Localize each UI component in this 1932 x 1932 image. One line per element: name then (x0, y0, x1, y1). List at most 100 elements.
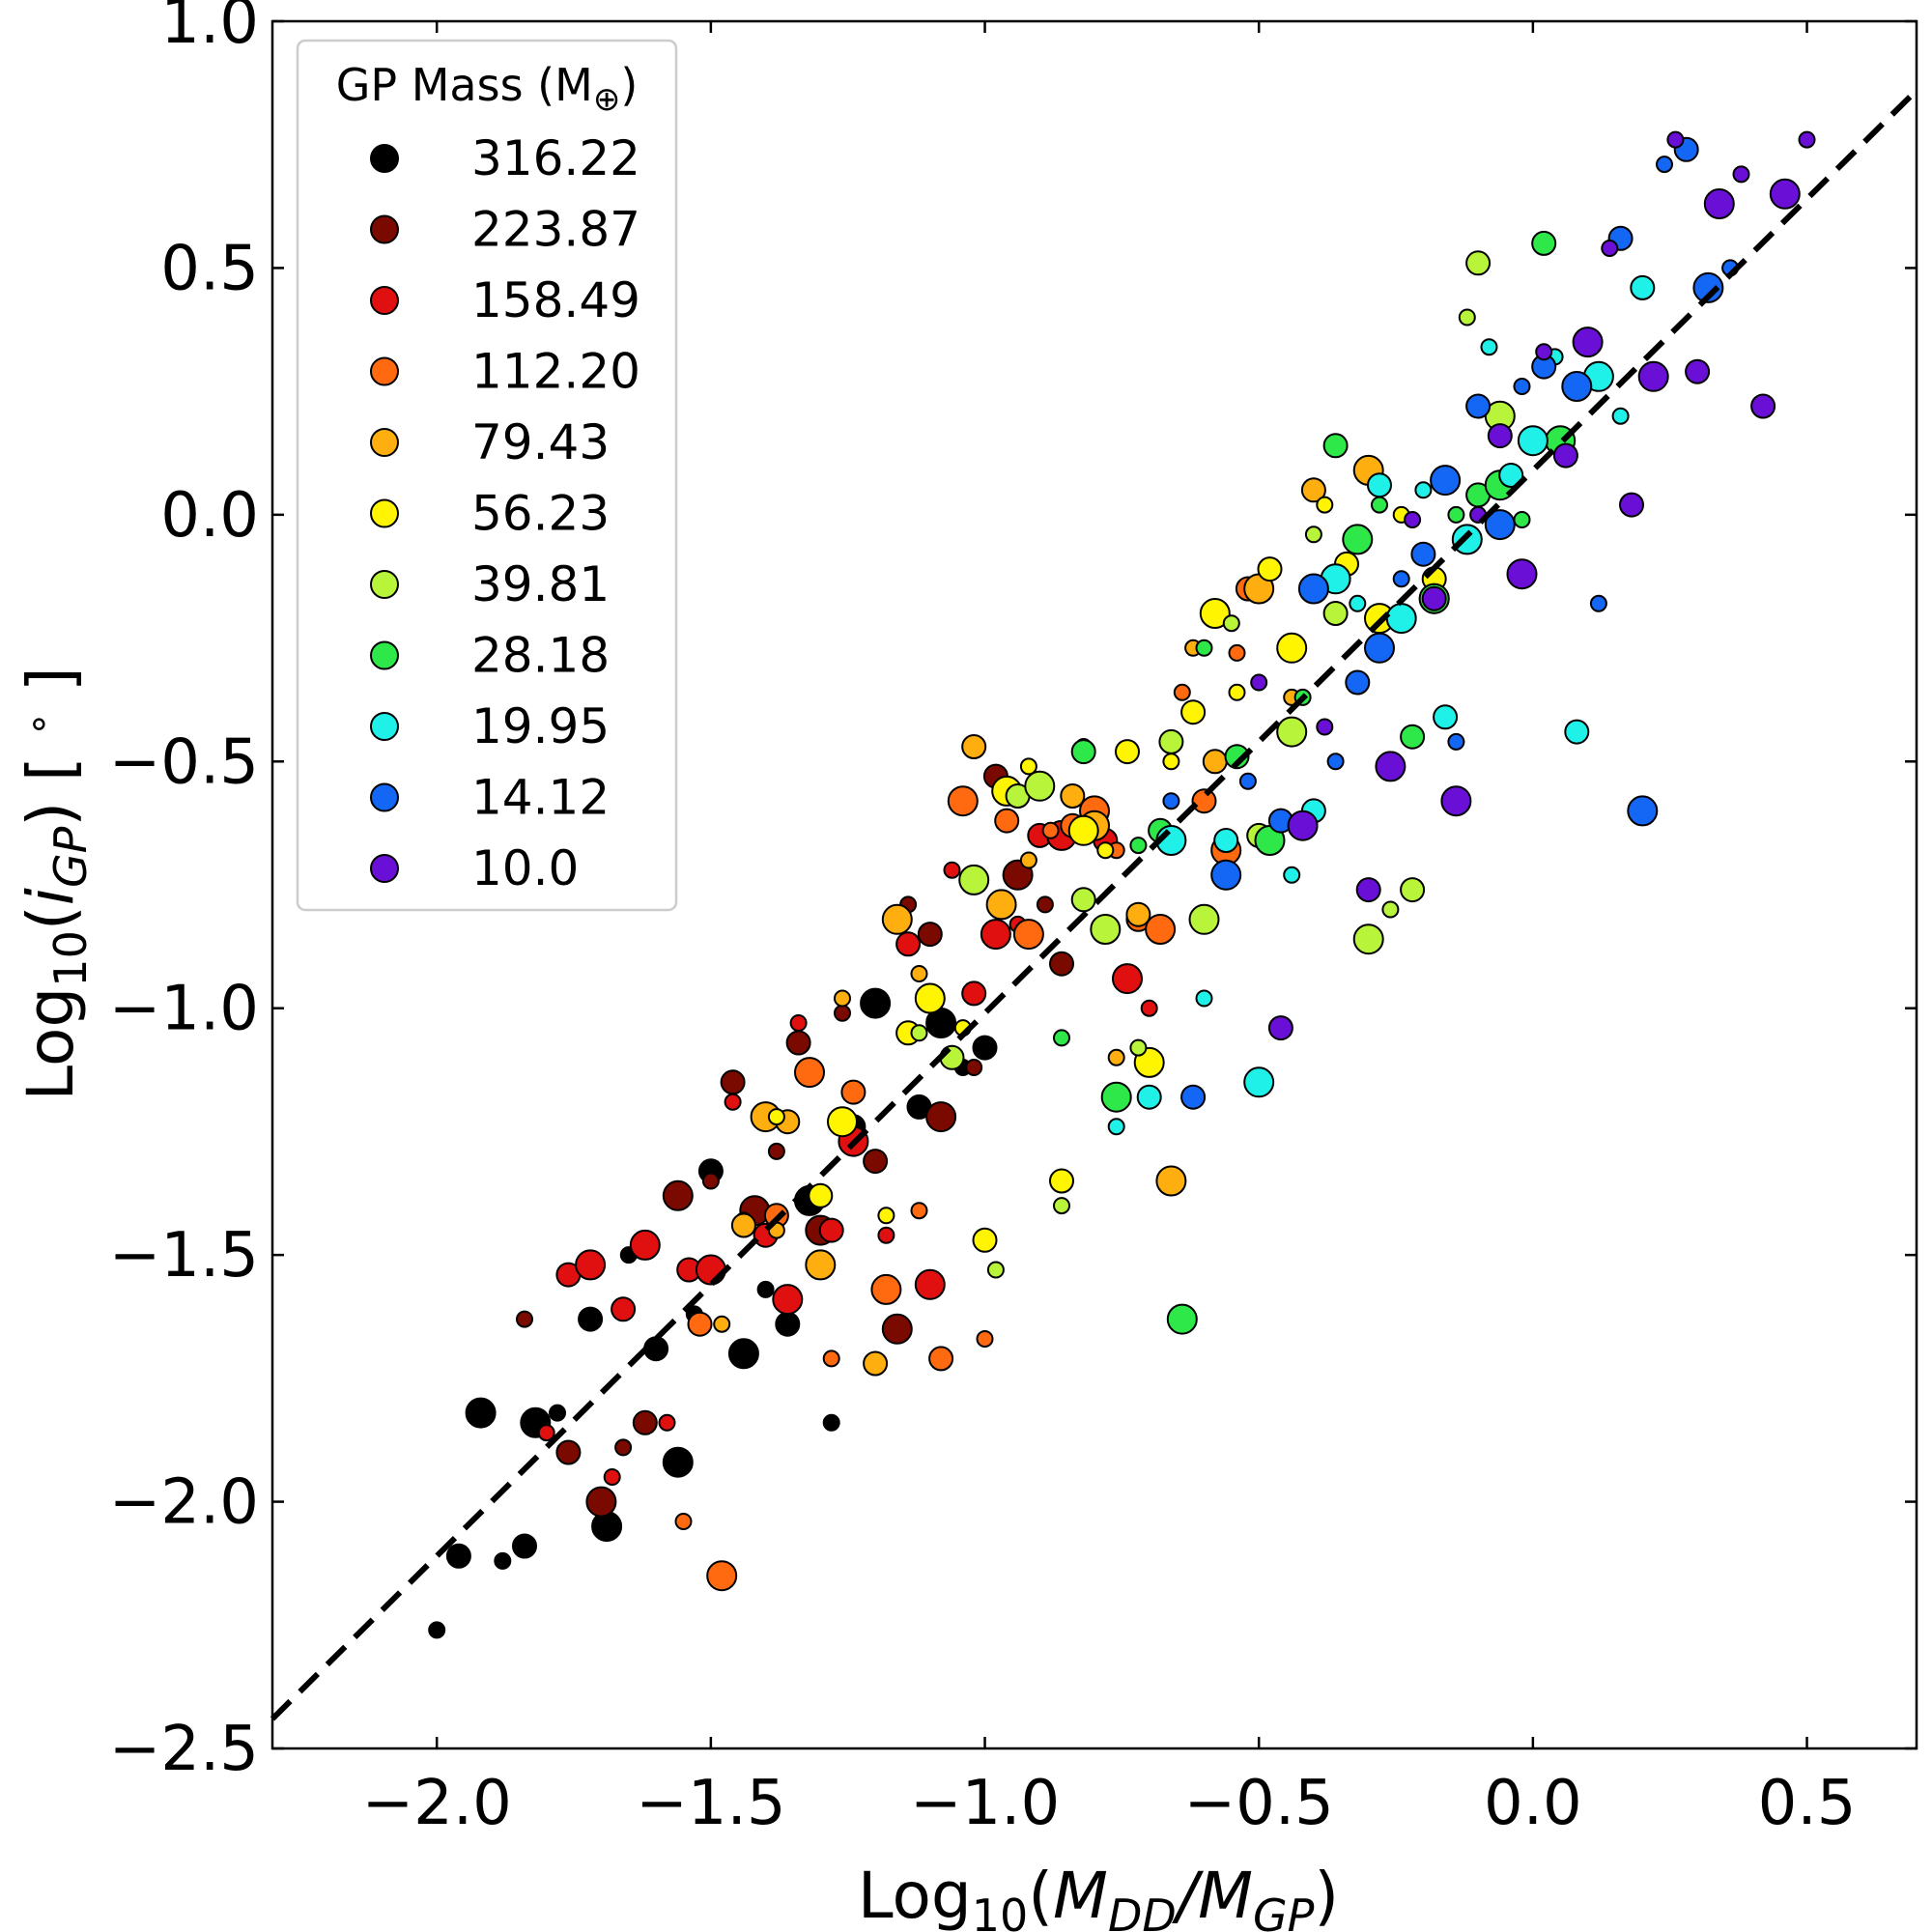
data-point (1166, 1303, 1198, 1335)
data-point (1213, 828, 1239, 853)
data-point (976, 1330, 994, 1348)
data-point (1228, 643, 1246, 662)
data-point (881, 903, 913, 935)
x-tick-label: −1.5 (636, 1768, 785, 1839)
data-point (1145, 914, 1177, 945)
data-point (1531, 230, 1557, 256)
y-tick-label: 0.5 (160, 233, 259, 304)
data-point (1140, 999, 1158, 1017)
data-point (445, 1543, 471, 1569)
legend-label: 316.22 (471, 130, 640, 186)
legend-label: 10.0 (471, 840, 579, 896)
data-point (727, 1338, 759, 1370)
data-point (1367, 472, 1392, 498)
data-point (611, 1296, 637, 1322)
data-point (1162, 753, 1180, 771)
x-tick-label: −0.5 (1183, 1768, 1333, 1839)
legend-marker (370, 782, 399, 812)
data-point (1188, 903, 1220, 935)
data-point (662, 1179, 694, 1211)
data-point (958, 864, 990, 895)
data-point (494, 1551, 512, 1570)
data-point (1414, 481, 1433, 499)
series-28.18 (1053, 230, 1577, 1335)
data-point (1513, 378, 1531, 395)
data-point (772, 1284, 804, 1316)
y-tick-label: −2.0 (109, 1467, 259, 1539)
data-point (961, 734, 987, 759)
y-tick-label: −0.5 (109, 726, 259, 798)
data-point (1619, 492, 1644, 518)
data-point (1410, 541, 1436, 567)
legend-label: 19.95 (471, 698, 610, 754)
data-point (1202, 749, 1228, 775)
data-point (1276, 716, 1308, 748)
data-point (695, 1254, 726, 1286)
legend-label: 28.18 (471, 628, 610, 684)
data-point (1049, 951, 1074, 977)
data-point (1656, 156, 1673, 174)
data-point (1036, 895, 1054, 914)
data-point (972, 1227, 998, 1253)
data-point (1375, 751, 1406, 782)
legend-entry: 79.43 (370, 414, 610, 470)
data-point (785, 1030, 811, 1056)
data-point (1070, 739, 1096, 765)
legend-marker (370, 286, 399, 315)
data-point (1090, 914, 1122, 945)
data-point (1049, 1168, 1074, 1194)
data-point (1067, 814, 1099, 846)
data-point (1297, 573, 1329, 605)
data-point (1210, 859, 1242, 891)
legend-entry: 19.95 (370, 698, 610, 754)
data-point (1517, 425, 1548, 457)
data-point (1487, 423, 1513, 449)
data-point (877, 1226, 895, 1244)
data-point (629, 1229, 661, 1261)
data-point (1287, 810, 1319, 841)
y-tick-label: −1.0 (109, 974, 259, 1045)
data-point (756, 1280, 775, 1298)
data-point (917, 922, 943, 948)
data-point (1400, 724, 1426, 750)
data-point (555, 1439, 582, 1465)
data-point (994, 808, 1020, 834)
data-point (925, 1101, 957, 1133)
legend-marker (370, 214, 399, 244)
data-point (512, 1533, 537, 1559)
legend-entry: 316.22 (370, 130, 640, 186)
data-point (658, 1413, 676, 1432)
data-point (822, 1413, 840, 1432)
legend-entry: 39.81 (370, 556, 610, 612)
data-point (1601, 240, 1619, 257)
legend-marker (370, 498, 399, 528)
legend-label: 79.43 (471, 414, 610, 470)
data-point (1345, 669, 1371, 696)
data-point (720, 1069, 746, 1095)
data-point (1498, 463, 1524, 488)
data-point (1480, 338, 1498, 356)
data-point (1769, 178, 1801, 210)
data-point (1250, 673, 1268, 692)
y-axis-ticks: −2.5 −2.0 −1.5 −1.0 −0.5 0.0 0.5 1.0 (109, 0, 1917, 1785)
series-79.43 (713, 454, 1384, 1377)
data-point (881, 1313, 913, 1345)
legend-label: 14.12 (471, 770, 610, 826)
data-point (1195, 639, 1213, 657)
data-point (1703, 188, 1735, 219)
y-tick-label: 1.0 (160, 0, 259, 58)
data-point (1400, 877, 1426, 903)
data-point (1100, 1081, 1132, 1113)
data-point (1430, 465, 1462, 497)
data-point (585, 1486, 617, 1518)
legend-marker (370, 854, 399, 883)
data-point (1222, 614, 1240, 633)
y-axis-title: Log10(iGP) [ ∘ ] (14, 667, 97, 1100)
data-point (1506, 558, 1538, 590)
data-point (1112, 963, 1143, 995)
x-tick-label: −1.0 (910, 1768, 1060, 1839)
legend-entries: 316.22 223.87 158.49 112.20 79.43 56.23 39.81 2… (370, 130, 640, 896)
data-point (1316, 496, 1334, 514)
data-point (1326, 753, 1345, 771)
